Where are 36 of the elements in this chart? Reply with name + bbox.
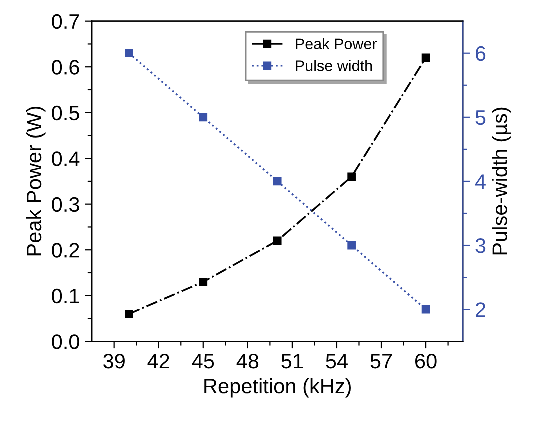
x-tick-label: 48 (236, 354, 259, 369)
legend-label: Peak Power (296, 38, 378, 50)
y2-tick-label: 3 (476, 238, 486, 254)
y2-tick-label: 6 (476, 46, 486, 62)
legend-label: Pulse width (296, 60, 372, 72)
point (422, 54, 430, 62)
y2-tick-label: 2 (476, 302, 486, 318)
x-tick-label: 45 (192, 354, 214, 369)
x-tick-label: 54 (326, 354, 348, 369)
x-axis-title: Repetition (kHz) (204, 378, 351, 398)
y2-tick-label: 5 (476, 110, 486, 126)
x-tick-label: 60 (416, 354, 437, 369)
y-tick-label: 0.5 (52, 106, 80, 121)
point (125, 310, 134, 318)
point (348, 172, 356, 182)
y-tick-label: 0.4 (52, 152, 80, 166)
y-axis-title: Peak Power (W) (26, 106, 46, 256)
y-tick-label: 0.6 (52, 60, 80, 75)
point (273, 236, 282, 246)
x-tick-label: 42 (148, 354, 170, 369)
y-tick-label: 0.2 (52, 243, 80, 258)
point (422, 305, 430, 314)
y-tick-label: 0.0 (52, 334, 80, 350)
point (348, 241, 356, 250)
y2-axis-title: Pulse-width (µs) (492, 108, 512, 255)
point (273, 177, 282, 186)
y-tick-label: 0.1 (52, 288, 80, 304)
y2-tick-label: 4 (475, 174, 486, 190)
point (199, 113, 208, 122)
y-tick-label: 0.7 (52, 14, 80, 30)
point (125, 49, 134, 58)
point (199, 278, 208, 286)
y-tick-label: 0.3 (52, 197, 80, 212)
x-tick-label: 39 (104, 354, 125, 369)
x-tick-label: 57 (370, 354, 392, 369)
x-tick-label: 51 (282, 354, 304, 369)
